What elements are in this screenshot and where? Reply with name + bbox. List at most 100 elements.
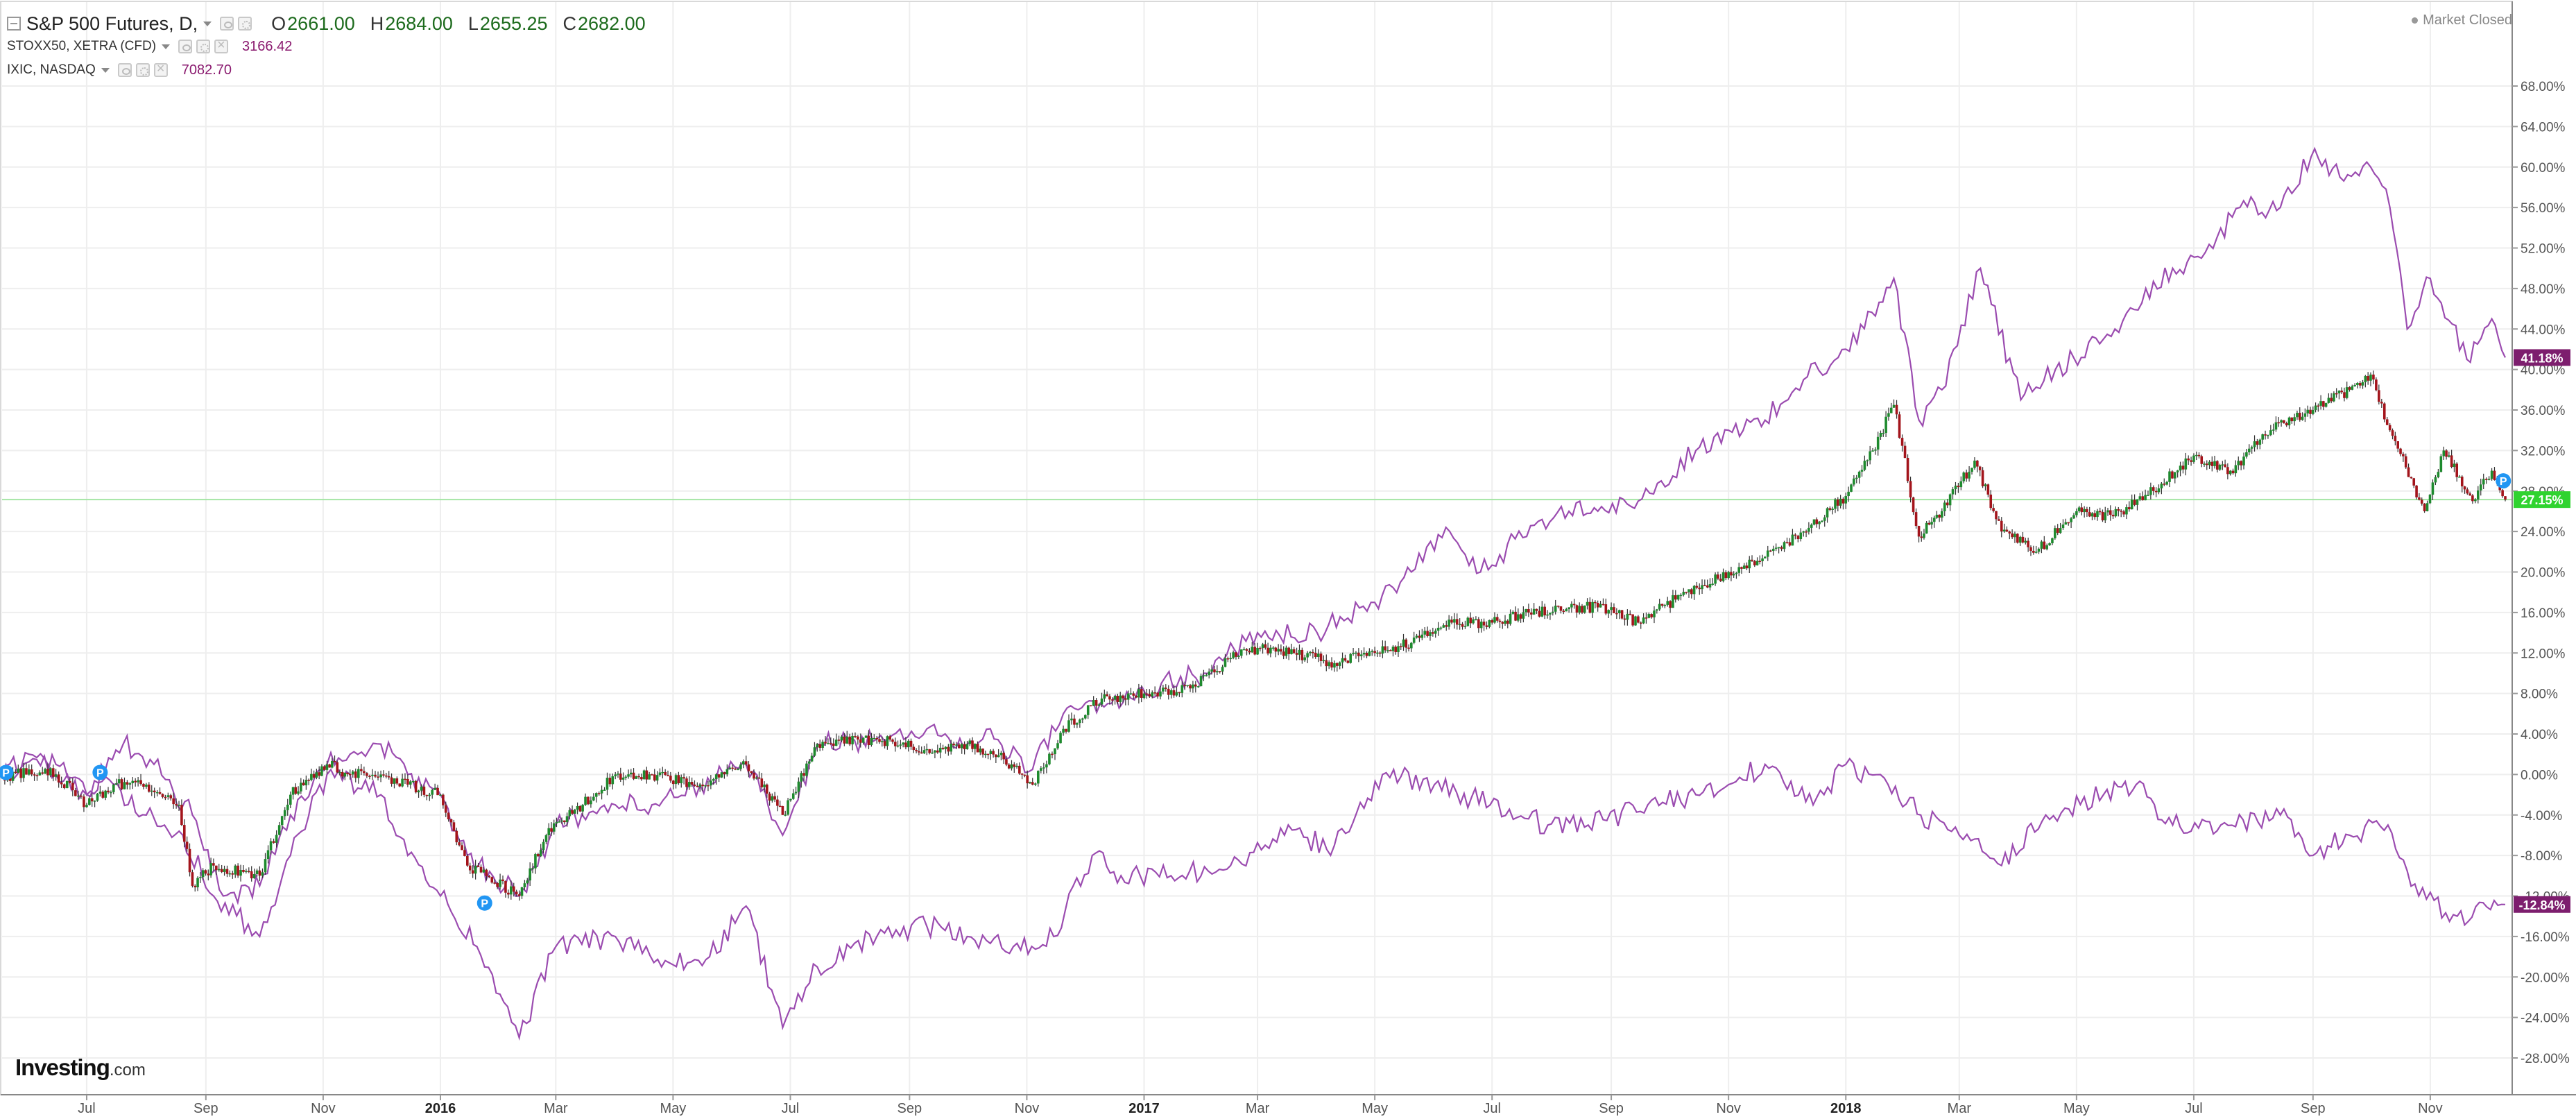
candle-body [1466, 617, 1470, 626]
candle-body [25, 768, 28, 775]
candlestick-series[interactable] [3, 370, 2507, 901]
candle-body [2479, 484, 2482, 491]
candle-body [685, 778, 688, 787]
candle-body [1202, 675, 1205, 676]
main-series-title[interactable]: S&P 500 Futures, D, [26, 12, 198, 34]
candle-body [280, 816, 284, 826]
candle-body [474, 865, 477, 874]
candle-body [425, 794, 429, 796]
collapse-icon[interactable] [7, 17, 21, 31]
p-marker-icon[interactable]: P [476, 895, 492, 911]
candle-body [1834, 499, 1837, 509]
candle-body [1298, 649, 1301, 655]
eye-icon[interactable] [178, 40, 193, 53]
caret-down-icon[interactable] [162, 44, 171, 49]
legend-series-name[interactable]: STOXX50, XETRA (CFD) [7, 39, 157, 53]
candle-body [1062, 728, 1065, 733]
candle-body [169, 795, 173, 798]
candle-body [1727, 572, 1730, 579]
candle-body [1853, 478, 1855, 485]
candle-body [2242, 456, 2245, 465]
candle-body [1103, 694, 1106, 699]
candle-body [1882, 433, 1885, 434]
candle-body [1509, 613, 1512, 624]
candle-body [1535, 608, 1538, 611]
candle-body [840, 736, 843, 741]
candle-body [449, 819, 453, 823]
candle-body [1186, 685, 1189, 687]
gear-icon[interactable] [135, 63, 150, 77]
gear-icon[interactable] [238, 17, 252, 31]
candle-body [1183, 685, 1187, 687]
candle-body [333, 761, 336, 762]
candle-body [417, 790, 420, 793]
candle-body [931, 752, 934, 754]
candle-body [1909, 481, 1912, 498]
candle-body [1309, 651, 1312, 654]
candle-body [973, 744, 977, 749]
candle-body [2205, 463, 2208, 465]
candle-body [1978, 466, 1982, 470]
candle-body [1889, 407, 1893, 413]
candle-body [85, 805, 88, 808]
candle-body [635, 776, 638, 779]
candle-body [818, 744, 821, 748]
compare-series-line[interactable] [1, 146, 2506, 905]
candle-body [1100, 698, 1104, 705]
candle-body [1607, 610, 1610, 614]
candle-body [2482, 479, 2485, 485]
candle-body [145, 784, 148, 787]
candle-body [1645, 617, 1648, 619]
candle-body [493, 882, 496, 884]
candle-body [981, 749, 984, 755]
legend-series-value: 3166.42 [242, 38, 293, 54]
candle-body [1362, 652, 1366, 655]
legend-series-name[interactable]: IXIC, NASDAQ [7, 62, 96, 77]
candle-body [1373, 651, 1376, 654]
candle-body [2317, 405, 2320, 407]
candle-body [2018, 536, 2022, 543]
close-icon[interactable] [214, 37, 229, 53]
candle-body [1620, 610, 1624, 619]
caret-down-icon[interactable] [101, 67, 110, 73]
p-marker-icon[interactable]: P [92, 764, 108, 780]
y-tick-label: 48.00% [2521, 282, 2566, 297]
close-icon[interactable] [153, 61, 168, 77]
candle-body [1418, 635, 1421, 638]
candle-body [1242, 649, 1246, 651]
candle-body [1669, 601, 1672, 608]
candle-body [341, 771, 344, 777]
eye-icon[interactable] [220, 17, 234, 31]
candle-body [1568, 607, 1570, 610]
p-marker-label: P [96, 767, 104, 779]
candle-body [2319, 401, 2322, 406]
x-tick-label: May [1362, 1101, 1388, 1116]
caret-down-icon[interactable] [203, 21, 212, 26]
candle-body [49, 768, 52, 776]
candle-body [2075, 511, 2078, 515]
candle-body [2224, 464, 2226, 468]
gear-icon[interactable] [196, 40, 211, 53]
candle-body [1151, 692, 1154, 697]
compare-series-line[interactable] [1, 751, 2506, 1041]
p-marker-icon[interactable]: P [2496, 473, 2511, 489]
candle-body [237, 865, 239, 876]
y-tick-label: 60.00% [2521, 161, 2566, 176]
candle-body [2418, 497, 2421, 500]
candle-body [1588, 601, 1592, 613]
candle-body [2070, 518, 2072, 522]
candle-body [1316, 654, 1320, 658]
candle-body [2303, 413, 2307, 417]
eye-icon[interactable] [117, 63, 132, 77]
candle-body [1056, 743, 1059, 749]
candle-body [504, 880, 507, 893]
candle-body [46, 769, 49, 776]
p-marker-icon[interactable]: P [0, 764, 14, 780]
candle-body [526, 880, 529, 884]
y-tick-label: 52.00% [2521, 242, 2566, 257]
candle-body [465, 855, 469, 866]
candle-body [338, 771, 341, 774]
candle-body [1957, 486, 1960, 488]
